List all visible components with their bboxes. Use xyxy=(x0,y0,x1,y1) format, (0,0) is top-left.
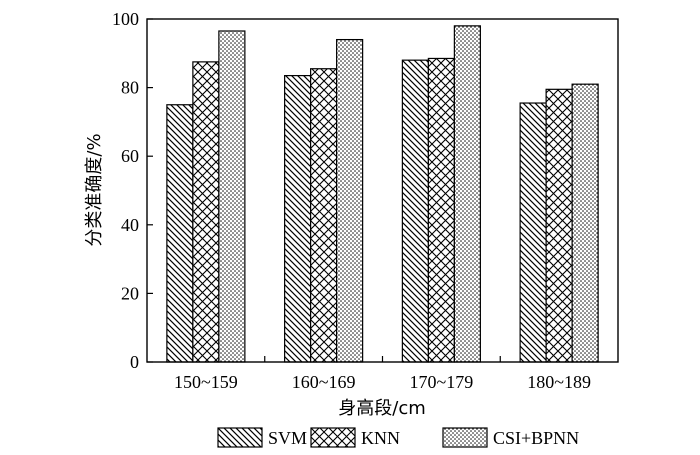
bar-csi-bpnn-0 xyxy=(218,30,246,363)
x-tick-label: 170~179 xyxy=(410,372,474,392)
bar-csi-bpnn-2 xyxy=(453,25,481,363)
bar-svm-3 xyxy=(519,102,547,363)
y-tick-label: 40 xyxy=(121,215,139,235)
bar-csi-bpnn-1 xyxy=(336,38,364,363)
bar-knn-3 xyxy=(545,88,573,363)
y-tick-label: 0 xyxy=(130,352,139,372)
legend-label-2: CSI+BPNN xyxy=(493,428,579,448)
x-axis-title: 身高段/cm xyxy=(338,398,426,419)
bar-knn-1 xyxy=(310,68,338,363)
y-tick-label: 20 xyxy=(121,283,139,303)
legend-swatch-1 xyxy=(310,427,356,448)
bar-knn-2 xyxy=(427,57,455,363)
bar-knn-0 xyxy=(192,61,220,363)
legend: SVM KNN CSI+BPNN xyxy=(217,427,579,448)
y-axis-title: 分类准确度/% xyxy=(84,133,105,246)
legend-swatch-0 xyxy=(217,427,263,448)
legend-label-0: SVM xyxy=(268,428,307,448)
y-tick-label: 60 xyxy=(121,146,139,166)
bar-csi-bpnn-3 xyxy=(571,83,599,363)
bar-svm-1 xyxy=(284,74,312,363)
bar-svm-0 xyxy=(166,104,194,363)
bars xyxy=(166,25,599,363)
x-tick-label: 180~189 xyxy=(527,372,591,392)
x-tick-label: 160~169 xyxy=(292,372,356,392)
legend-swatch-2 xyxy=(442,427,488,448)
x-axis-ticks: 150~159 160~169 170~179 180~189 xyxy=(174,356,591,392)
legend-label-1: KNN xyxy=(361,428,400,448)
bar-svm-2 xyxy=(401,59,429,363)
y-tick-label: 80 xyxy=(121,78,139,98)
x-tick-label: 150~159 xyxy=(174,372,238,392)
y-tick-label: 100 xyxy=(112,9,139,29)
plot-frame xyxy=(146,18,619,363)
